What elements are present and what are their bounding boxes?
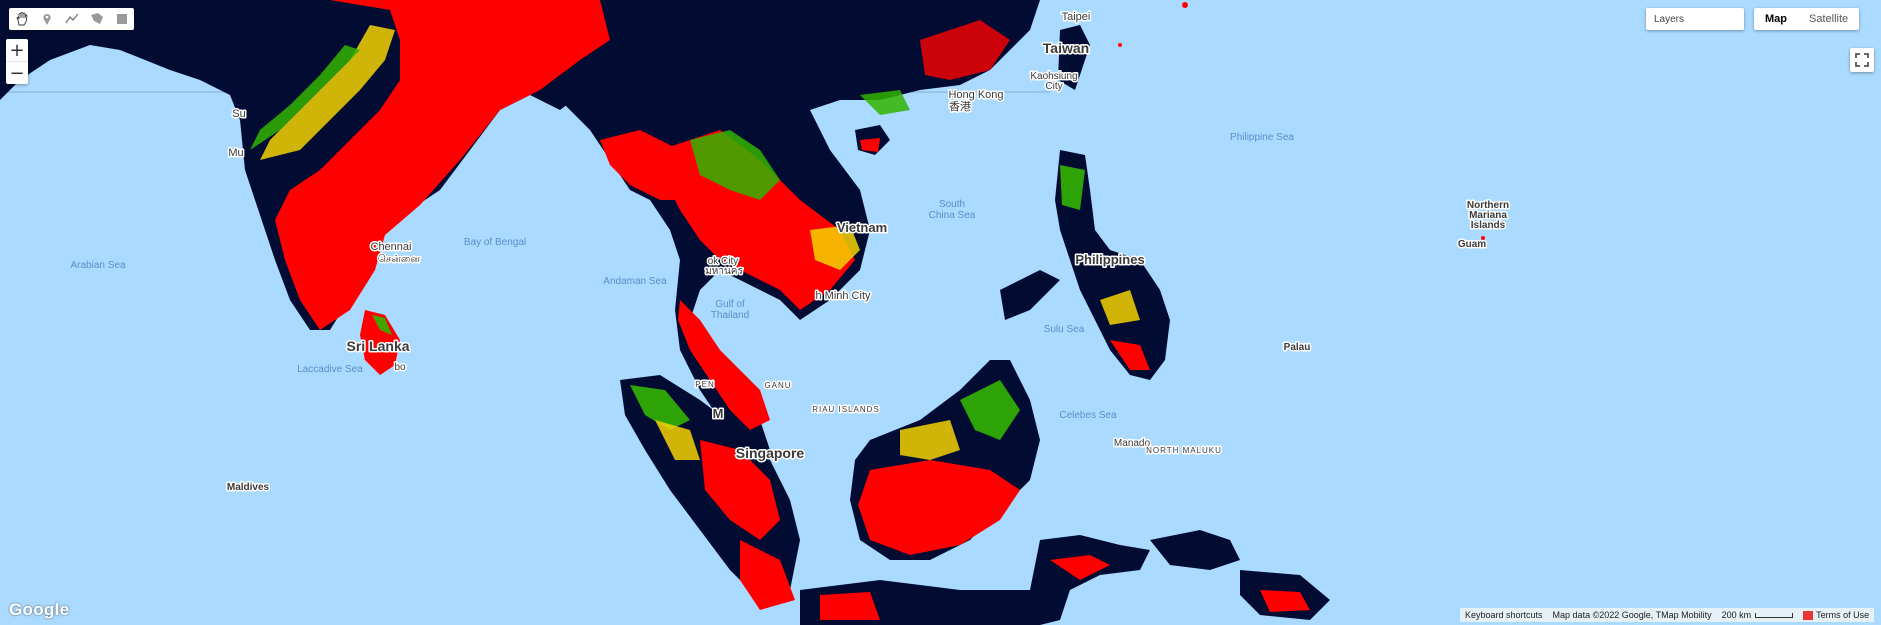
heat-india-red xyxy=(275,0,610,330)
label-hong-kong-zh: 香港 xyxy=(949,100,971,113)
label-bay-of-bengal: Bay of Bengal xyxy=(464,237,526,248)
label-manado: Manado xyxy=(1114,438,1151,449)
label-singapore: Singapore xyxy=(736,445,805,461)
label-hong-kong: Hong Kong xyxy=(948,89,1003,101)
pan-hand-icon[interactable] xyxy=(9,8,34,30)
zoom-control: + − xyxy=(6,39,28,84)
polygon-icon[interactable] xyxy=(84,8,109,30)
terms-of-use-link[interactable]: Terms of Use xyxy=(1798,608,1875,622)
label-andaman-sea: Andaman Sea xyxy=(603,276,667,287)
label-north-maluku: NORTH MALUKU xyxy=(1146,446,1222,455)
label-palau: Palau xyxy=(1284,342,1311,353)
map-attribution: Map data ©2022 Google, TMap Mobility xyxy=(1547,608,1717,622)
label-penang: PEN xyxy=(695,380,714,389)
label-chennai: Chennai xyxy=(371,241,412,253)
label-chennai-ta: சென்னை xyxy=(378,254,420,265)
label-surat: Su xyxy=(232,108,245,120)
terms-of-use-label: Terms of Use xyxy=(1816,610,1870,620)
label-bangkok-2: มหานคร xyxy=(705,266,743,277)
label-riau-islands: RIAU ISLANDS xyxy=(812,405,880,414)
drawing-toolbar xyxy=(9,8,134,30)
heat-india-yellow xyxy=(260,25,395,160)
scale-control[interactable]: 200 km xyxy=(1716,608,1799,622)
land-taiwan xyxy=(1058,25,1090,90)
label-taiwan: Taiwan xyxy=(1043,40,1089,56)
heat-borneo-red xyxy=(858,460,1020,555)
map-footer: Keyboard shortcuts Map data ©2022 Google… xyxy=(1460,608,1875,622)
label-sulu-sea: Sulu Sea xyxy=(1044,324,1085,335)
label-colombo: bo xyxy=(394,362,406,373)
label-mumbai: Mu xyxy=(228,147,243,159)
label-philippines: Philippines xyxy=(1075,252,1144,267)
label-taipei: Taipei xyxy=(1062,11,1091,23)
zoom-in-button[interactable]: + xyxy=(9,39,25,61)
label-kaohsiung-1: Kaohsiung xyxy=(1030,71,1077,82)
map-type-satellite-button[interactable]: Satellite xyxy=(1809,13,1849,25)
label-gulf-of-thailand-2: Thailand xyxy=(711,310,749,321)
label-south-china-sea-2: China Sea xyxy=(929,210,976,221)
marker-icon[interactable] xyxy=(34,8,59,30)
label-south-china-sea-1: South xyxy=(939,199,965,210)
heat-malay-peninsula xyxy=(678,300,770,430)
label-maldives: Maldives xyxy=(227,482,270,493)
label-laccadive-sea: Laccadive Sea xyxy=(297,364,363,375)
label-kaohsiung-2: City xyxy=(1045,81,1062,92)
label-vietnam: Vietnam xyxy=(837,220,887,235)
label-philippine-sea: Philippine Sea xyxy=(1230,132,1294,143)
map-type-map-button[interactable]: Map xyxy=(1765,13,1787,25)
label-gulf-of-thailand-1: Gulf of xyxy=(715,299,745,310)
zoom-out-button[interactable]: − xyxy=(9,62,25,84)
land-philippines xyxy=(1055,150,1170,380)
map-type-control: Map Satellite xyxy=(1754,8,1860,30)
label-arabian-sea: Arabian Sea xyxy=(70,260,125,271)
label-guam: Guam xyxy=(1458,239,1486,250)
rectangle-icon[interactable] xyxy=(109,8,134,30)
line-icon[interactable] xyxy=(59,8,84,30)
heat-sumatra-red xyxy=(700,440,780,540)
keyboard-shortcuts-link[interactable]: Keyboard shortcuts xyxy=(1460,608,1548,622)
layers-button[interactable]: Layers xyxy=(1646,8,1744,30)
heat-india-green xyxy=(250,45,360,150)
label-malaysia: M xyxy=(713,406,724,421)
scale-label: 200 km xyxy=(1721,610,1752,620)
label-northern-mariana-2: Mariana xyxy=(1469,210,1507,221)
land-sulawesi xyxy=(1030,535,1150,625)
fullscreen-button[interactable] xyxy=(1850,48,1874,72)
label-ho-chi-minh-city: h Minh City xyxy=(815,290,871,302)
zoom-divider xyxy=(6,61,28,62)
label-sri-lanka: Sri Lanka xyxy=(346,338,409,354)
label-terengganu: GANU xyxy=(764,381,791,390)
report-flag-icon xyxy=(1803,610,1814,620)
fullscreen-icon xyxy=(1855,53,1869,67)
label-northern-mariana-1: Northern xyxy=(1467,200,1509,211)
label-northern-mariana-3: Islands xyxy=(1471,220,1506,231)
google-logo: Google xyxy=(9,600,70,619)
label-celebes-sea: Celebes Sea xyxy=(1059,410,1117,421)
land-sri-lanka xyxy=(360,310,400,375)
heat-indochina-yellow xyxy=(600,130,700,200)
scale-bar xyxy=(1755,612,1794,618)
label-bangkok-1: ok City xyxy=(708,256,739,267)
